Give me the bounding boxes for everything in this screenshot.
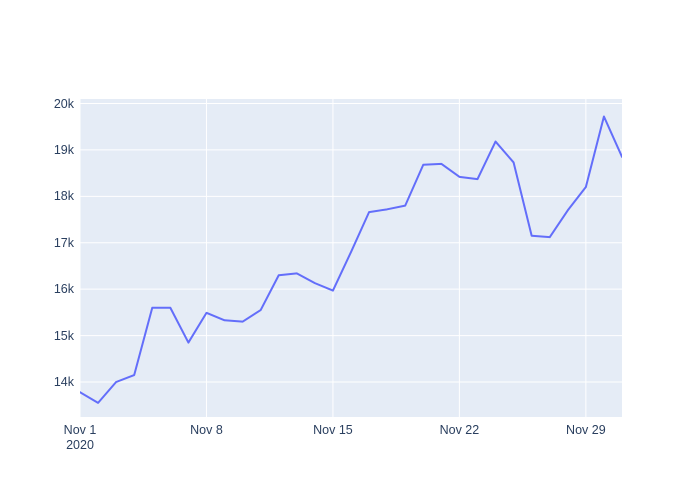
- y-tick-label: 18k: [53, 189, 74, 204]
- y-tick-label: 16k: [53, 282, 74, 297]
- x-tick-date: Nov 15: [313, 423, 353, 437]
- y-tick-label: 20k: [53, 96, 74, 111]
- x-tick-label: Nov 15: [313, 423, 353, 438]
- y-tick-label: 14k: [53, 375, 74, 389]
- x-tick-date: Nov 8: [190, 423, 223, 437]
- chart-canvas: [80, 99, 622, 417]
- x-tick-label: Nov 29: [566, 423, 606, 438]
- x-tick-date: Nov 1: [63, 423, 97, 437]
- x-tick-date: Nov 22: [439, 423, 480, 437]
- y-tick-label: 19k: [53, 142, 74, 157]
- x-tick-label: Nov 8: [190, 423, 223, 438]
- x-tick-label: Nov 22: [440, 423, 480, 438]
- y-tick-label: 15k: [53, 328, 74, 343]
- y-tick-label: 17k: [53, 235, 74, 250]
- x-tick-year: 2020: [66, 438, 94, 452]
- plot-background: [80, 99, 622, 417]
- x-tick-label: Nov 1 2020: [64, 423, 97, 453]
- plot-area[interactable]: [80, 99, 622, 417]
- x-tick-date: Nov 29: [566, 423, 606, 437]
- data-series-line: [80, 115, 622, 404]
